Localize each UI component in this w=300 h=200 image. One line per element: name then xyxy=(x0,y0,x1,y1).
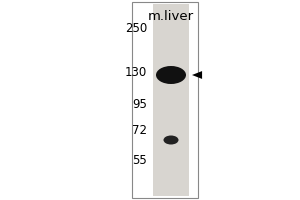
Text: 130: 130 xyxy=(125,66,147,78)
Ellipse shape xyxy=(156,66,186,84)
Bar xyxy=(153,4,189,196)
Polygon shape xyxy=(192,71,202,79)
Ellipse shape xyxy=(164,136,178,144)
Text: 55: 55 xyxy=(132,154,147,166)
Text: 250: 250 xyxy=(125,21,147,34)
Bar xyxy=(132,2,198,198)
Text: 95: 95 xyxy=(132,98,147,110)
Text: m.liver: m.liver xyxy=(148,10,194,23)
Text: 72: 72 xyxy=(132,123,147,136)
